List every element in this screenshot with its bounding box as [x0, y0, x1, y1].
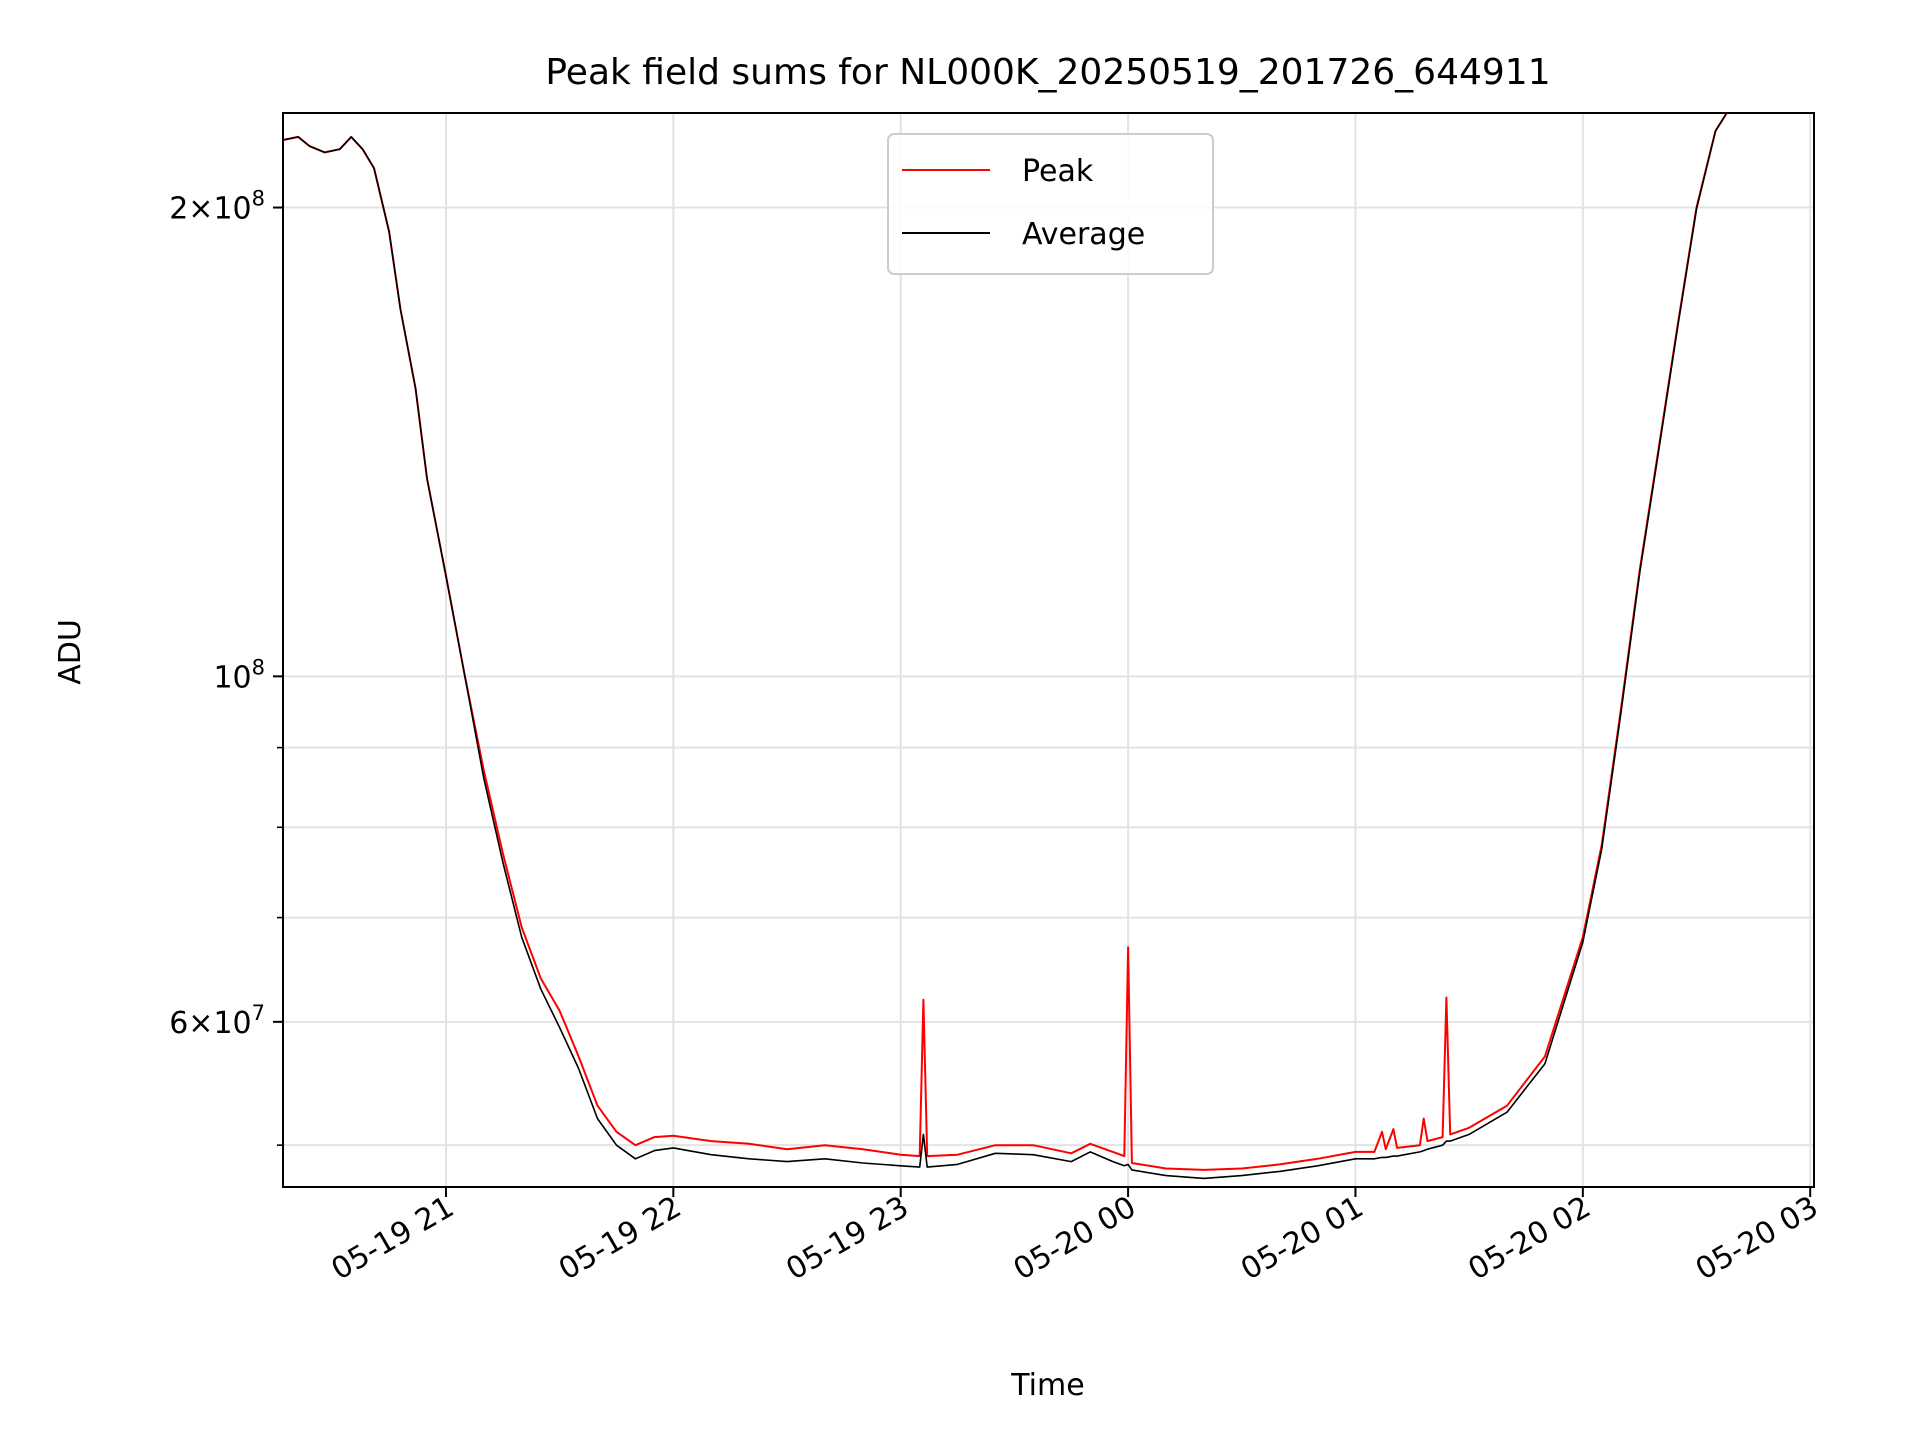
series-line-average	[283, 113, 1754, 1180]
y-tick-label: 2×108	[169, 187, 265, 227]
grid	[283, 113, 1814, 1187]
x-axis-label: Time	[1010, 1368, 1084, 1403]
series-lines	[283, 113, 1754, 1180]
chart-title: Peak field sums for NL000K_20250519_2017…	[545, 52, 1550, 93]
plot-frame	[282, 112, 1815, 1188]
y-axis: 2×108 108 6×107	[169, 187, 283, 1146]
legend-label: Peak	[1022, 154, 1094, 189]
legend: Peak Average	[887, 133, 1214, 275]
y-tick-label: 6×107	[169, 1001, 265, 1041]
y-tick-label: 108	[213, 655, 265, 695]
legend-label: Average	[1022, 217, 1145, 252]
y-axis-label: ADU	[53, 619, 88, 685]
